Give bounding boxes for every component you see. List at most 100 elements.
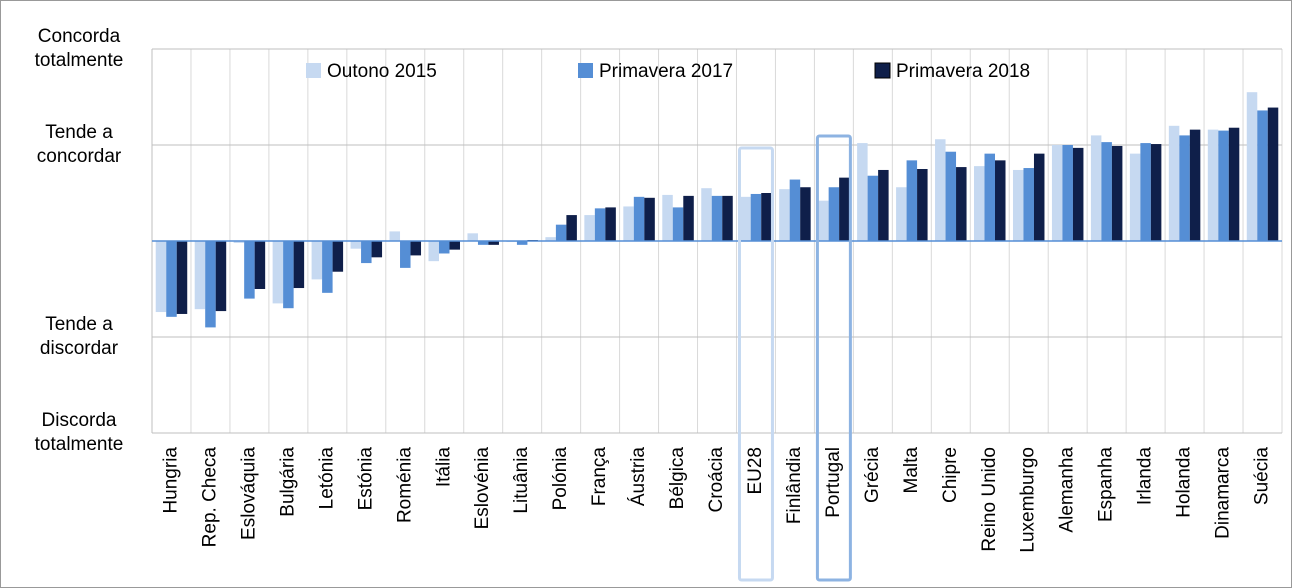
x-tick-label: Estónia (355, 447, 376, 511)
bar (945, 151, 957, 241)
x-tick-label: Hungria (160, 447, 181, 514)
bar (205, 241, 216, 328)
x-tick-label: Bélgica (667, 447, 688, 510)
x-tick-label: Portugal (823, 447, 844, 518)
x-tick-label: EU28 (745, 447, 766, 495)
x-tick-label: Polónia (550, 447, 571, 511)
x-tick-label: Eslováquia (238, 447, 259, 540)
bar (410, 241, 422, 256)
bar (400, 241, 411, 268)
bar (488, 241, 499, 245)
bar (545, 237, 556, 241)
x-tick-label: Espanha (1096, 447, 1117, 522)
legend-swatch (578, 63, 593, 78)
bar (1111, 145, 1123, 241)
bar (672, 207, 684, 241)
bar (761, 193, 772, 241)
x-tick-label: Chipre (940, 447, 961, 503)
bar (956, 167, 967, 241)
legend-label: Primavera 2018 (896, 61, 1030, 82)
bar (428, 241, 439, 262)
bar (995, 160, 1006, 241)
bar (740, 196, 751, 241)
x-tick-label: França (589, 447, 610, 507)
bar (1062, 145, 1073, 241)
bar (1150, 144, 1162, 241)
x-tick-label: Irlanda (1135, 447, 1156, 506)
bar (350, 241, 362, 249)
bar (878, 169, 889, 241)
bar (389, 231, 401, 241)
y-tick-label: Concorda totalmente (34, 26, 124, 71)
bar (867, 175, 879, 241)
bar (322, 241, 333, 293)
bar (516, 241, 528, 245)
bar (566, 215, 577, 241)
bar (1218, 130, 1229, 241)
bar (1090, 135, 1102, 241)
bar (449, 241, 460, 250)
bar (1129, 153, 1141, 241)
legend-swatch (306, 63, 321, 78)
x-tick-label: Dinamarca (1213, 447, 1234, 539)
bar (839, 177, 850, 241)
bar (244, 241, 255, 299)
bar (155, 241, 167, 313)
bar (1023, 168, 1034, 241)
bar (906, 160, 918, 241)
bar (1246, 92, 1258, 241)
highlight-box (737, 146, 774, 582)
bar (750, 193, 762, 241)
bar (1189, 129, 1201, 241)
bar (779, 189, 790, 241)
bar (818, 200, 829, 241)
x-tick-label: Lituânia (511, 447, 532, 514)
bar (1033, 153, 1045, 241)
bar (789, 179, 801, 241)
y-tick-label: Discorda totalmente (34, 410, 124, 455)
bar (332, 241, 344, 272)
bar (917, 169, 928, 241)
bar (1207, 129, 1219, 241)
bar (1012, 169, 1024, 241)
bar (584, 215, 595, 241)
bar (467, 233, 478, 241)
bar (371, 241, 383, 258)
bar (283, 241, 294, 309)
bar (644, 197, 655, 241)
bar (1257, 110, 1268, 241)
bar (555, 224, 567, 241)
x-tick-label: Bulgária (277, 447, 298, 517)
x-tick-label: Reino Unido (979, 447, 1000, 552)
x-tick-label: Holanda (1174, 447, 1195, 518)
x-tick-label: Letónia (316, 447, 337, 510)
bar (1228, 127, 1240, 241)
bar (1168, 125, 1180, 241)
x-tick-label: Grécia (862, 447, 883, 503)
bar (233, 241, 245, 243)
x-tick-label: Finlândia (784, 447, 805, 525)
legend-swatch (874, 62, 891, 79)
bar (1101, 142, 1112, 241)
bar (215, 241, 227, 312)
bar (311, 241, 323, 280)
bar (984, 153, 996, 241)
x-tick-label: Roménia (394, 447, 415, 523)
bar (974, 166, 985, 241)
bar (605, 207, 616, 241)
bar (194, 241, 206, 310)
x-tick-label: Itália (433, 447, 454, 488)
bar (1051, 145, 1063, 241)
legend-label: Outono 2015 (327, 61, 437, 82)
bar (272, 241, 284, 304)
x-tick-label: Suécia (1252, 447, 1273, 506)
bar (935, 139, 946, 241)
x-tick-label: Rep. Checa (199, 447, 220, 548)
bar (166, 241, 177, 317)
bar (711, 195, 723, 241)
y-tick-label: Tende a concordar (36, 122, 122, 167)
bar (1140, 143, 1151, 241)
x-tick-label: Malta (901, 447, 922, 494)
legend-label: Primavera 2017 (599, 61, 733, 82)
